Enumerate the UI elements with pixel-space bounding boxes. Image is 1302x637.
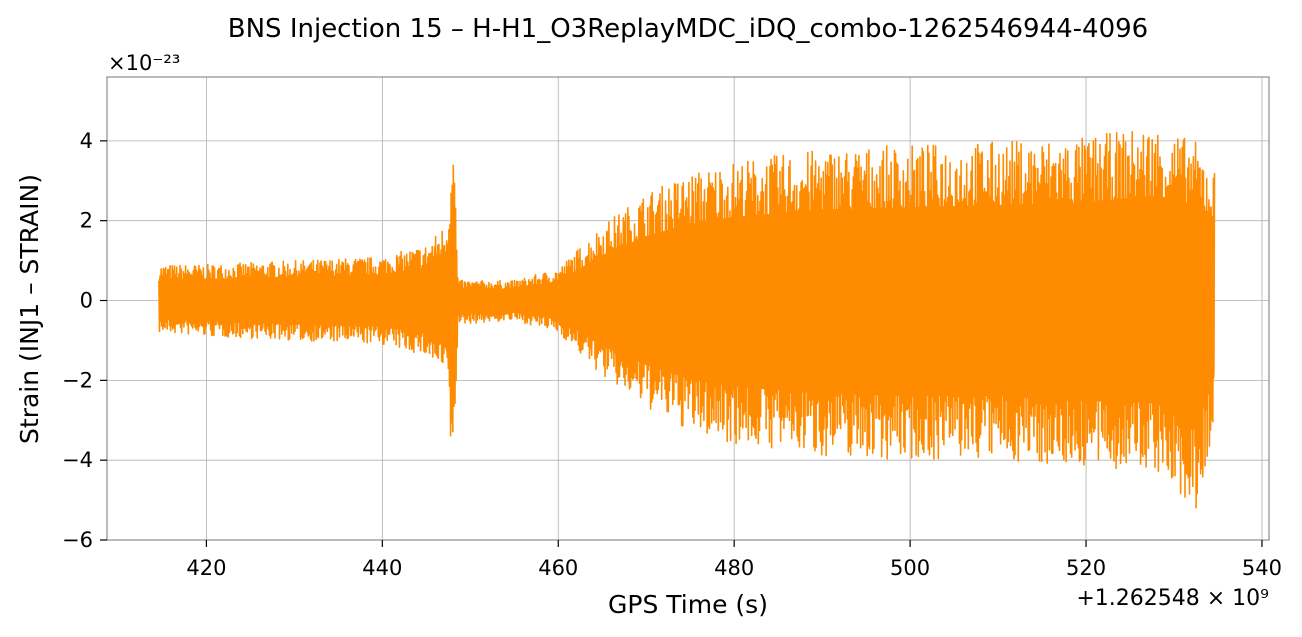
y-tick-label: 0 <box>80 289 93 313</box>
tick-layer: 420 440 460 480 500 520 540 −6 −4 −2 0 2 4 <box>62 129 1282 580</box>
x-tick-label: 440 <box>362 556 402 580</box>
x-axis-label: GPS Time (s) <box>608 590 768 619</box>
y-scale-label: ×10⁻²³ <box>108 51 180 75</box>
x-tick-label: 520 <box>1066 556 1106 580</box>
x-tick-label: 460 <box>538 556 578 580</box>
x-offset-label: +1.262548 × 10⁹ <box>1076 586 1269 611</box>
x-tick-label: 420 <box>186 556 226 580</box>
x-tick-label: 540 <box>1242 556 1282 580</box>
chart-title: BNS Injection 15 – H-H1_O3ReplayMDC_iDQ_… <box>228 14 1148 44</box>
y-tick-label: −6 <box>62 528 93 552</box>
y-tick-label: 4 <box>80 129 93 153</box>
series-layer <box>158 130 1216 509</box>
x-tick-label: 500 <box>890 556 930 580</box>
y-tick-label: 2 <box>80 209 93 233</box>
y-tick-label: −2 <box>62 368 93 392</box>
y-tick-label: −4 <box>62 448 93 472</box>
strain-series-core <box>158 195 1215 431</box>
x-tick-label: 480 <box>714 556 754 580</box>
plot-frame <box>106 76 1270 541</box>
y-axis-label: Strain (INJ1 – STRAIN) <box>15 174 44 444</box>
